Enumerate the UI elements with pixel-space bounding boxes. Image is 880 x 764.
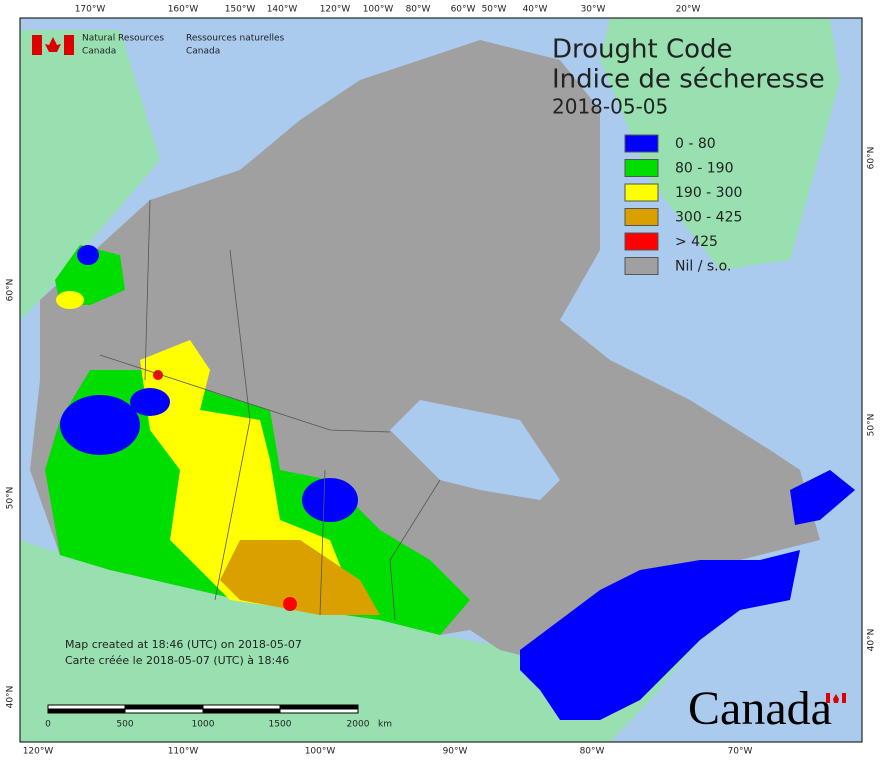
longitude-label: 50°W bbox=[482, 5, 507, 15]
longitude-label: 110°W bbox=[168, 747, 199, 757]
legend-swatch bbox=[624, 183, 659, 202]
zone-blue bbox=[60, 395, 140, 455]
zone-blue bbox=[302, 478, 358, 522]
agency-fr: Ressources naturelles bbox=[186, 34, 285, 44]
latitude-label: 40°N bbox=[867, 629, 877, 652]
longitude-label: 170°W bbox=[75, 5, 106, 15]
wordmark-flag bbox=[826, 693, 846, 703]
boundary bbox=[319, 469, 326, 616]
latitude-label: 50°N bbox=[6, 487, 16, 510]
zone-blue bbox=[77, 245, 99, 265]
scale-bar-seg bbox=[202, 708, 281, 714]
zone-blue bbox=[130, 388, 170, 416]
latitude-label: 50°N bbox=[867, 414, 877, 437]
agency-fr: Canada bbox=[186, 47, 220, 57]
zone-blue-nfld bbox=[790, 470, 855, 525]
longitude-label: 140°W bbox=[267, 5, 298, 15]
wordmark: Canada bbox=[688, 682, 832, 735]
scale-bar-seg bbox=[47, 708, 126, 714]
logo bbox=[32, 35, 74, 55]
longitude-label: 80°W bbox=[406, 5, 431, 15]
scale-label: 1500 bbox=[269, 720, 292, 730]
greenland bbox=[600, 18, 840, 270]
longitude-label: 20°W bbox=[676, 5, 701, 15]
title-en: Drought Code bbox=[552, 35, 733, 65]
longitude-label: 100°W bbox=[305, 747, 336, 757]
latitude-label: 60°N bbox=[867, 147, 877, 170]
legend-swatch bbox=[624, 257, 659, 275]
longitude-label: 120°W bbox=[320, 5, 351, 15]
legend-label: 0 - 80 bbox=[675, 136, 716, 152]
longitude-label: 160°W bbox=[168, 5, 199, 15]
legend-label: 190 - 300 bbox=[675, 185, 742, 201]
date: 2018-05-05 bbox=[552, 95, 668, 119]
scale-unit: km bbox=[378, 720, 392, 730]
alaska bbox=[20, 30, 160, 320]
note: Map created at 18:46 (UTC) on 2018-05-07 bbox=[65, 638, 302, 651]
longitude-label: 80°W bbox=[580, 747, 605, 757]
flag-leaf bbox=[45, 37, 61, 52]
boundary bbox=[214, 249, 251, 601]
legend-label: Nil / s.o. bbox=[675, 259, 731, 275]
longitude-label: 70°W bbox=[728, 747, 753, 757]
legend-swatch bbox=[624, 159, 659, 177]
legend-label: > 425 bbox=[675, 234, 718, 250]
zone-yellow bbox=[56, 291, 84, 309]
zone-red bbox=[153, 370, 163, 380]
boundaries bbox=[99, 199, 441, 621]
latitude-label: 60°N bbox=[6, 279, 16, 302]
legend-swatch bbox=[624, 134, 659, 153]
zone-blue-east bbox=[520, 550, 800, 720]
zone-green-north bbox=[55, 245, 125, 305]
longitude-label: 40°W bbox=[523, 5, 548, 15]
legend-swatch bbox=[624, 208, 659, 226]
map-frame bbox=[19, 17, 863, 743]
scale-label: 2000 bbox=[347, 720, 370, 730]
agency-en: Canada bbox=[82, 47, 116, 57]
boundary bbox=[389, 479, 441, 621]
flag-bar bbox=[842, 693, 846, 703]
boundary bbox=[144, 199, 151, 381]
scale-label: 0 bbox=[45, 720, 51, 730]
flag-bar bbox=[64, 35, 74, 55]
longitude-label: 100°W bbox=[363, 5, 394, 15]
longitude-label: 60°W bbox=[451, 5, 476, 15]
agency-en: Natural Resources bbox=[82, 34, 164, 44]
flag-bar bbox=[826, 693, 830, 703]
zone-orange bbox=[220, 540, 380, 615]
hudson-bay bbox=[390, 400, 560, 500]
scale-bar-seg bbox=[124, 704, 204, 710]
scale-label: 1000 bbox=[192, 720, 215, 730]
legend-label: 80 - 190 bbox=[675, 161, 734, 177]
longitude-label: 150°W bbox=[225, 5, 256, 15]
legend-swatch bbox=[624, 232, 659, 251]
note: Carte créée le 2018-05-07 (UTC) à 18:46 bbox=[65, 654, 289, 667]
longitude-label: 90°W bbox=[443, 747, 468, 757]
scale-label: 500 bbox=[116, 720, 133, 730]
boundary bbox=[99, 354, 391, 433]
flag-leaf bbox=[833, 694, 839, 703]
latitude-label: 40°N bbox=[6, 686, 16, 709]
longitude-label: 120°W bbox=[23, 747, 54, 757]
scale-bar-seg bbox=[279, 704, 359, 710]
legend-label: 300 - 425 bbox=[675, 210, 742, 226]
zone-red bbox=[283, 597, 297, 611]
scale-bar bbox=[47, 704, 359, 714]
flag-bar bbox=[32, 35, 42, 55]
title-fr: Indice de sécheresse bbox=[552, 65, 825, 95]
longitude-label: 30°W bbox=[581, 5, 606, 15]
